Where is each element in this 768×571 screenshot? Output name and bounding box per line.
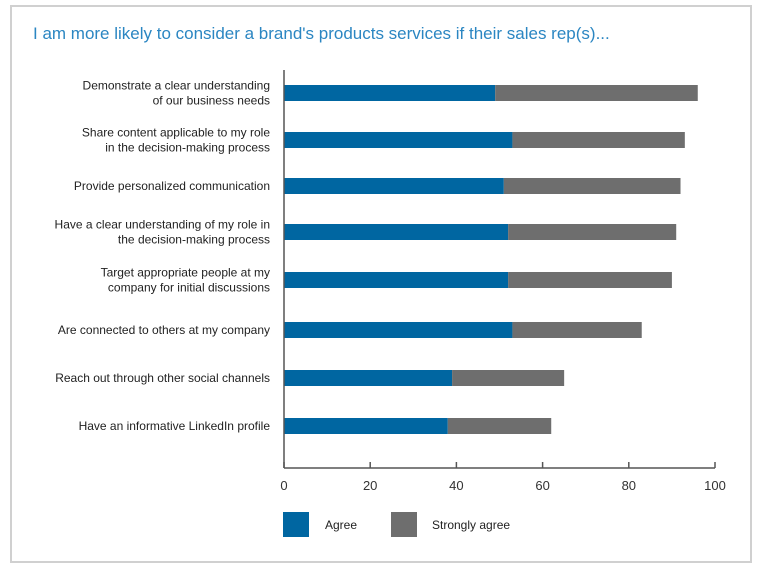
bar-agree	[284, 418, 448, 434]
category-label: Demonstrate a clear understanding	[83, 79, 270, 93]
x-tick-label: 0	[280, 478, 287, 493]
chart-title: I am more likely to consider a brand's p…	[33, 24, 610, 43]
legend-swatch-strongly-agree	[391, 512, 417, 537]
legend-swatch-agree	[283, 512, 309, 537]
bar-strongly-agree	[508, 272, 672, 288]
x-tick-label: 80	[622, 478, 636, 493]
category-label: Are connected to others at my company	[58, 323, 270, 337]
category-label: company for initial discussions	[108, 281, 270, 295]
category-label: Have an informative LinkedIn profile	[79, 419, 271, 433]
bar-agree	[284, 224, 509, 240]
bar-strongly-agree	[452, 370, 565, 386]
category-label: Reach out through other social channels	[55, 371, 270, 385]
x-tick-label: 40	[449, 478, 463, 493]
x-tick-label: 20	[363, 478, 377, 493]
category-label: of our business needs	[153, 94, 270, 108]
bar-agree	[284, 370, 453, 386]
chart-frame	[10, 5, 752, 563]
bar-agree	[284, 85, 496, 101]
x-tick-label: 60	[535, 478, 549, 493]
x-tick-label: 100	[704, 478, 726, 493]
category-label: Provide personalized communication	[74, 179, 270, 193]
bar-strongly-agree	[508, 224, 677, 240]
category-label: the decision-making process	[118, 233, 270, 247]
bar-agree	[284, 132, 513, 148]
bar-agree	[284, 322, 513, 338]
bar-strongly-agree	[512, 132, 685, 148]
bar-strongly-agree	[495, 85, 698, 101]
category-label: Target appropriate people at my	[101, 266, 270, 280]
category-label: Share content applicable to my role	[82, 126, 270, 140]
bar-agree	[284, 272, 509, 288]
category-label: in the decision-making process	[105, 141, 270, 155]
legend-label: Strongly agree	[432, 518, 510, 532]
bar-strongly-agree	[512, 322, 642, 338]
category-label: Have a clear understanding of my role in	[55, 218, 270, 232]
bar-strongly-agree	[503, 178, 681, 194]
bar-agree	[284, 178, 504, 194]
legend-label: Agree	[325, 518, 357, 532]
bar-strongly-agree	[447, 418, 552, 434]
